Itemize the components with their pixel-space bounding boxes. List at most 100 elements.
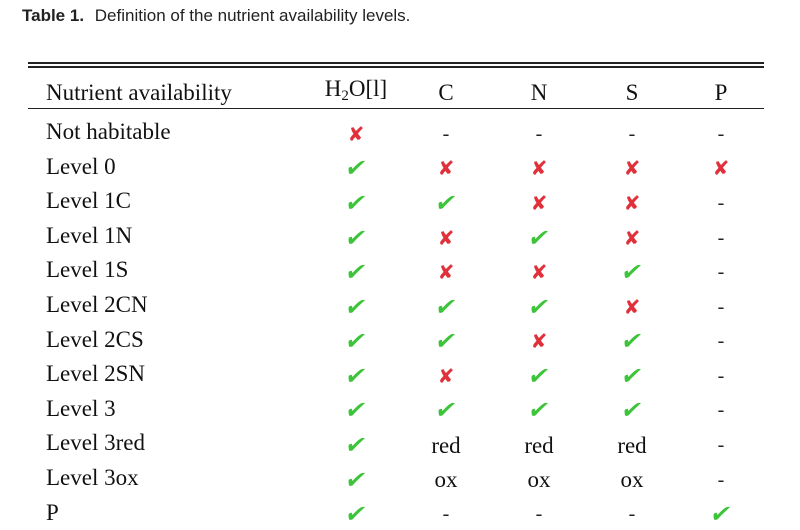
cell-text: red: [524, 432, 554, 458]
cell-h2o: ✔: [312, 150, 400, 185]
cell-h2o: ✔: [312, 253, 400, 288]
cross-icon: ✘: [437, 225, 455, 250]
cell-n: ✔: [492, 288, 586, 323]
cross-icon: ✘: [347, 121, 365, 146]
nutrient-table: Nutrient availability H2O[l] C N S P Not…: [28, 70, 764, 530]
row-label: Level 0: [46, 153, 116, 179]
check-icon: ✔: [618, 361, 646, 390]
cross-icon: ✘: [623, 156, 641, 181]
cell-c: ✔: [400, 392, 492, 427]
check-icon: ✔: [342, 223, 370, 252]
table-row: Level 3 ✔ ✔ ✔ ✔ -: [28, 392, 764, 427]
check-icon: ✔: [342, 465, 370, 494]
check-icon: ✔: [618, 396, 646, 425]
cell-c: ox: [400, 461, 492, 496]
cell-n: -: [492, 115, 586, 150]
header-s: S: [625, 79, 639, 105]
cell-p: -: [678, 392, 764, 427]
cell-p: -: [678, 115, 764, 150]
cross-icon: ✘: [623, 190, 641, 215]
cell-s: red: [586, 426, 678, 461]
row-label: Level 1C: [46, 188, 131, 214]
h2o-prefix: H: [324, 76, 342, 101]
dash-icon: -: [717, 330, 725, 353]
cell-n: ✔: [492, 357, 586, 392]
cell-p: ✘: [678, 150, 764, 185]
dash-icon: -: [535, 122, 543, 145]
cell-text: red: [431, 432, 461, 458]
row-label: Level 1S: [46, 257, 129, 283]
caption-label: Table 1.: [22, 6, 85, 25]
check-icon: ✔: [342, 258, 370, 287]
cell-s: ✔: [586, 392, 678, 427]
cell-s: -: [586, 115, 678, 150]
cell-s: ✔: [586, 253, 678, 288]
header-n: N: [530, 79, 548, 105]
table-row: Level 3red ✔ red red red -: [28, 426, 764, 461]
cross-icon: ✘: [530, 260, 548, 285]
cell-h2o: ✔: [312, 323, 400, 358]
cell-h2o: ✔: [312, 392, 400, 427]
row-label: Level 2SN: [46, 361, 146, 387]
table-row: Level 1C ✔ ✔ ✘ ✘ -: [28, 184, 764, 219]
check-icon: ✔: [618, 258, 646, 287]
check-icon: ✔: [342, 188, 370, 217]
dash-icon: -: [717, 261, 725, 284]
table-row: Level 1S ✔ ✘ ✘ ✔ -: [28, 253, 764, 288]
cell-c: -: [400, 115, 492, 150]
check-icon: ✔: [525, 361, 553, 390]
header-rule: [28, 108, 764, 109]
cell-text: red: [617, 432, 647, 458]
check-icon: ✔: [342, 154, 370, 183]
cross-icon: ✘: [530, 329, 548, 354]
cell-h2o: ✔: [312, 184, 400, 219]
cell-n: ✘: [492, 184, 586, 219]
check-icon: ✔: [342, 500, 370, 529]
row-label: Level 3red: [46, 430, 145, 456]
cell-p: ✔: [678, 496, 764, 530]
header-p: P: [714, 79, 728, 105]
header-row: Nutrient availability H2O[l] C N S P: [28, 70, 764, 115]
cross-icon: ✘: [623, 294, 641, 319]
row-label: Level 2CS: [46, 326, 144, 352]
cell-p: -: [678, 219, 764, 254]
cell-s: ✘: [586, 288, 678, 323]
cell-h2o: ✔: [312, 357, 400, 392]
cell-c: ✘: [400, 357, 492, 392]
check-icon: ✔: [342, 292, 370, 321]
dash-icon: -: [442, 122, 450, 145]
cell-s: ✘: [586, 150, 678, 185]
cross-icon: ✘: [530, 190, 548, 215]
cell-h2o: ✔: [312, 426, 400, 461]
cell-h2o: ✔: [312, 288, 400, 323]
row-label: P: [46, 499, 59, 525]
cross-icon: ✘: [437, 363, 455, 388]
check-icon: ✔: [432, 188, 460, 217]
dash-icon: -: [717, 226, 725, 249]
table-row: Level 0 ✔ ✘ ✘ ✘ ✘: [28, 150, 764, 185]
header-nutrient-availability: Nutrient availability: [46, 79, 232, 105]
cell-s: ✔: [586, 323, 678, 358]
cell-n: ✔: [492, 392, 586, 427]
table-row: Level 1N ✔ ✘ ✔ ✘ -: [28, 219, 764, 254]
table-row: Not habitable ✘ - - - -: [28, 115, 764, 150]
table-row: Level 2SN ✔ ✘ ✔ ✔ -: [28, 357, 764, 392]
dash-icon: -: [717, 295, 725, 318]
dash-icon: -: [717, 399, 725, 422]
check-icon: ✔: [432, 396, 460, 425]
cell-h2o: ✘: [312, 115, 400, 150]
table-body: Not habitable ✘ - - - - Level 0 ✔ ✘ ✘ ✘ ✘ Level 1C ✔ ✔…: [28, 115, 764, 530]
header-h2o: H2O[l]: [312, 70, 400, 115]
cell-n: -: [492, 496, 586, 530]
check-icon: ✔: [342, 361, 370, 390]
dash-icon: -: [717, 364, 725, 387]
cell-n: ✔: [492, 219, 586, 254]
cell-p: -: [678, 426, 764, 461]
table-row: Level 2CN ✔ ✔ ✔ ✘ -: [28, 288, 764, 323]
cross-icon: ✘: [437, 260, 455, 285]
check-icon: ✔: [342, 431, 370, 460]
cell-c: -: [400, 496, 492, 530]
cell-n: ✘: [492, 150, 586, 185]
cell-n: ox: [492, 461, 586, 496]
cell-c: ✘: [400, 253, 492, 288]
